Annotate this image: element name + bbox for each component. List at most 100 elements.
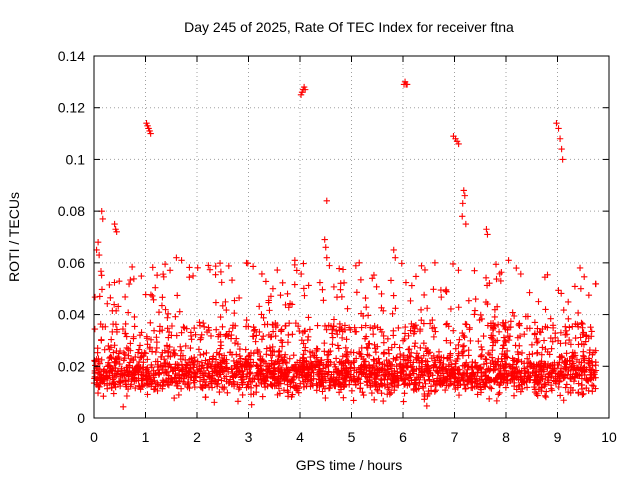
data-point <box>260 332 267 340</box>
data-point <box>146 345 153 353</box>
data-point <box>410 385 417 393</box>
data-point <box>143 335 151 342</box>
data-point <box>400 356 407 363</box>
data-point <box>452 385 459 393</box>
data-point <box>338 334 346 342</box>
data-point <box>557 365 565 372</box>
data-point <box>452 345 460 352</box>
data-point <box>239 391 246 399</box>
data-point <box>258 336 266 343</box>
data-point <box>542 393 550 401</box>
data-point <box>502 367 510 374</box>
data-point <box>205 324 212 331</box>
data-point <box>530 383 538 391</box>
data-point <box>380 332 387 340</box>
y-tick-label: 0.04 <box>58 307 85 323</box>
data-point <box>111 342 118 349</box>
data-point <box>266 307 273 314</box>
data-point <box>217 345 224 352</box>
data-point <box>588 328 595 335</box>
data-point <box>540 337 548 344</box>
data-point <box>459 200 466 207</box>
data-point <box>130 335 137 342</box>
data-point <box>170 394 178 402</box>
data-point <box>131 323 138 330</box>
data-point <box>387 277 395 284</box>
data-point <box>507 318 515 325</box>
data-point <box>391 341 398 348</box>
data-point <box>420 352 427 359</box>
data-point <box>249 263 257 270</box>
data-point <box>282 301 289 309</box>
data-point <box>235 385 242 393</box>
data-point <box>206 266 214 273</box>
data-point <box>480 360 488 368</box>
data-point <box>378 389 385 397</box>
data-point <box>136 342 144 349</box>
x-tick-label: 1 <box>142 429 150 445</box>
data-point <box>300 383 308 391</box>
data-point <box>547 381 555 389</box>
data-point <box>517 388 525 395</box>
data-point <box>153 271 161 279</box>
data-point <box>91 357 98 364</box>
data-point <box>548 387 556 394</box>
data-point <box>365 371 373 378</box>
data-point <box>526 325 534 332</box>
data-point <box>152 284 159 291</box>
data-point <box>125 345 132 353</box>
data-point <box>109 320 117 328</box>
data-point <box>223 356 230 363</box>
data-point <box>307 383 314 390</box>
data-point <box>490 325 497 332</box>
data-point <box>374 372 381 379</box>
data-point <box>451 379 458 387</box>
data-point <box>465 297 473 304</box>
x-tick-label: 6 <box>399 429 407 445</box>
data-point <box>513 264 520 272</box>
data-point <box>521 330 528 338</box>
data-point <box>380 350 387 357</box>
data-point <box>150 296 157 303</box>
data-point <box>307 359 315 367</box>
data-point <box>533 349 541 357</box>
data-point <box>423 305 431 312</box>
data-point <box>135 358 143 366</box>
data-point <box>524 313 532 320</box>
data-point <box>111 279 118 286</box>
data-point <box>485 349 492 357</box>
data-point <box>206 356 213 363</box>
data-point <box>224 389 231 397</box>
data-point <box>152 358 159 365</box>
data-point <box>164 314 171 321</box>
data-point <box>247 349 255 357</box>
data-point <box>203 328 211 336</box>
data-point <box>377 365 385 372</box>
data-point <box>220 385 228 393</box>
data-point <box>332 355 340 362</box>
data-point <box>177 355 185 363</box>
data-point <box>314 382 321 389</box>
data-point <box>219 302 226 309</box>
data-point <box>104 385 111 392</box>
data-point <box>390 246 397 254</box>
data-point <box>212 262 219 270</box>
data-point <box>369 325 377 332</box>
data-point <box>411 339 419 347</box>
data-point <box>223 331 230 338</box>
data-point <box>279 279 286 287</box>
data-point <box>125 280 133 288</box>
data-point <box>567 389 574 397</box>
data-point <box>380 397 387 405</box>
data-point <box>406 371 413 378</box>
data-point <box>235 294 243 302</box>
data-point <box>200 319 207 327</box>
data-point <box>101 346 108 353</box>
data-point <box>360 391 367 399</box>
data-point <box>348 387 356 395</box>
data-point <box>243 316 250 324</box>
data-point <box>544 271 551 279</box>
data-point <box>138 272 145 280</box>
data-point <box>258 270 266 278</box>
chart-title: Day 245 of 2025, Rate Of TEC Index for r… <box>184 19 514 35</box>
